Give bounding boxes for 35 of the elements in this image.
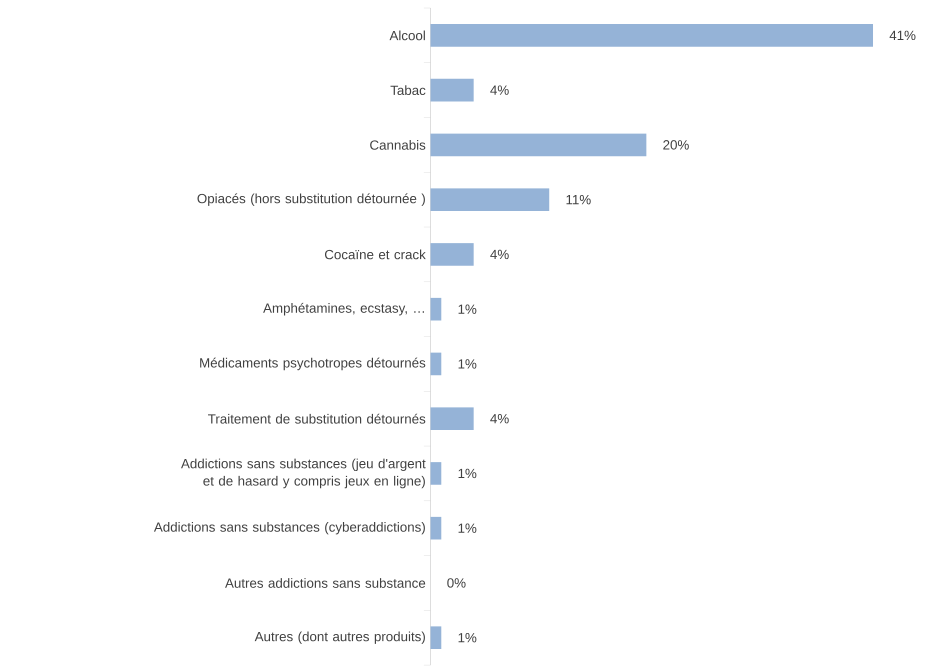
y-tick-label: Traitement de substitution détournés	[208, 414, 426, 424]
bar	[430, 462, 442, 485]
data-label: 4%	[490, 250, 509, 260]
data-label: 1%	[458, 468, 476, 478]
y-tick-label: Addictions sans substances (cyberaddictions)	[154, 522, 425, 535]
data-label: 20%	[663, 140, 689, 150]
data-label: 11%	[566, 195, 591, 204]
y-tick-label: Cannabis	[370, 140, 426, 150]
data-label: 1%	[458, 524, 476, 533]
bar	[430, 407, 474, 430]
bar	[430, 298, 442, 321]
bar	[430, 243, 474, 266]
y-tick-label: Médicaments psychotropes détournés	[200, 358, 426, 370]
y-tick-label: Amphétamines, ecstasy, …	[263, 302, 424, 316]
data-label: 41%	[890, 30, 916, 40]
bar	[430, 24, 874, 47]
data-label: 1%	[458, 304, 476, 314]
bar	[430, 516, 442, 540]
bar	[430, 78, 474, 102]
data-label: 1%	[458, 359, 476, 369]
bar	[430, 188, 550, 212]
y-tick-label: Autres addictions sans substance	[225, 578, 426, 588]
y-tick-label: Opiacés (hors substitution détournée )	[198, 193, 425, 206]
data-label: 0%	[447, 578, 466, 588]
y-tick-label: Autres (dont autres produits)	[254, 632, 425, 644]
bar	[430, 352, 442, 376]
data-label: 1%	[458, 633, 476, 643]
data-label: 4%	[490, 414, 509, 424]
y-tick-label: Tabac	[390, 85, 426, 96]
y-tick-label: Alcool	[390, 30, 425, 40]
bar	[430, 626, 442, 650]
bar	[430, 134, 646, 156]
y-tick-label: Addictions sans substances (jeu d'argent et de hasard y compris jeux en ligne)	[181, 458, 426, 488]
data-label: 4%	[490, 86, 509, 95]
y-tick-label: Cocaïne et crack	[324, 250, 426, 260]
